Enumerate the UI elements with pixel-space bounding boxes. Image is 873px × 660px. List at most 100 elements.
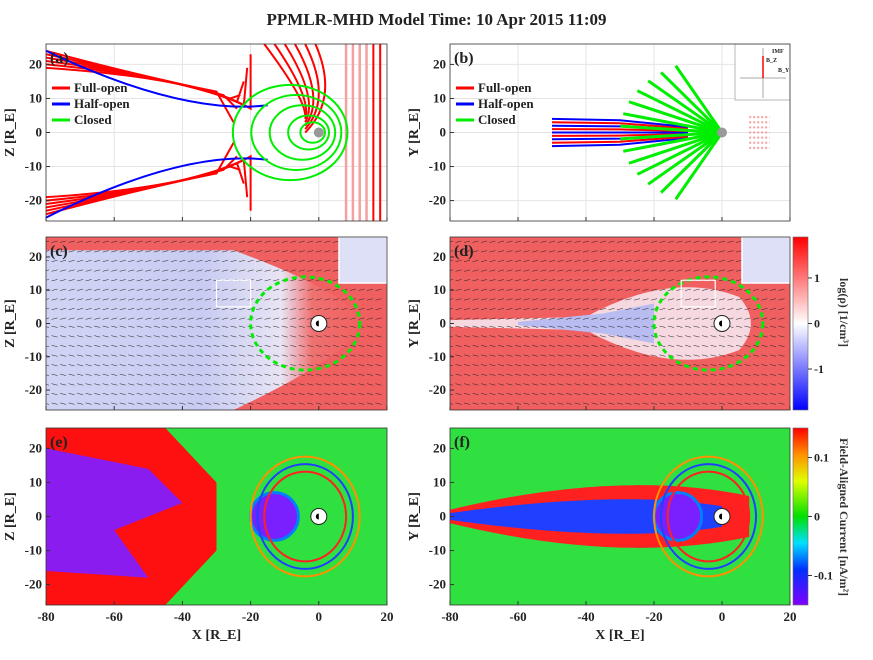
flow-vector — [153, 402, 160, 405]
flow-vector — [298, 373, 305, 376]
flow-vector — [514, 335, 522, 338]
flow-vector — [341, 298, 348, 301]
flow-vector — [497, 325, 505, 328]
flow-vector — [616, 325, 624, 328]
flow-vector — [162, 393, 169, 396]
flow-vector — [315, 269, 322, 272]
flow-vector — [341, 325, 348, 328]
y-tick-label: 0 — [36, 509, 43, 524]
flow-vector — [298, 354, 305, 357]
flow-vector — [548, 259, 556, 262]
flow-vector — [769, 288, 777, 291]
y-axis-label: Y [R_E] — [407, 492, 422, 541]
flow-vector — [667, 335, 675, 338]
flow-vector — [102, 383, 109, 386]
flow-vector — [349, 325, 356, 328]
flow-vector — [77, 279, 84, 282]
flow-vector — [307, 364, 314, 367]
flow-vector — [565, 354, 573, 357]
panel-f: -80 -60 -40 -20 0 20 -20 -10 0 10 20 (f) Y [R_E] X [R… — [407, 427, 797, 643]
flow-vector — [450, 364, 454, 367]
flow-vector — [540, 308, 547, 311]
x-tick-label: -80 — [441, 609, 458, 624]
flow-vector — [51, 373, 58, 376]
flow-vector — [264, 308, 271, 311]
flow-vector — [761, 402, 768, 405]
flow-vector — [523, 240, 530, 243]
flow-vector — [480, 308, 488, 311]
flow-vector — [315, 402, 322, 405]
x-tick-label: 20 — [784, 609, 797, 624]
flow-vector — [375, 354, 382, 357]
closed-line — [660, 131, 724, 194]
flow-vector — [497, 279, 505, 282]
flow-vector — [463, 325, 471, 328]
flow-vector — [718, 402, 726, 405]
flow-vector — [480, 259, 488, 262]
flow-vector — [307, 335, 314, 338]
flow-vector — [565, 308, 573, 311]
flow-vector — [46, 326, 50, 328]
flow-vector — [574, 308, 581, 311]
flow-vector — [489, 259, 496, 262]
flow-vector — [523, 354, 530, 357]
flow-vector — [616, 259, 624, 262]
flow-vector — [366, 402, 374, 405]
flow-vector — [298, 317, 305, 320]
flow-vector — [557, 344, 564, 347]
colorbar-tick-label: -1 — [814, 362, 824, 376]
bow-shock-current — [263, 470, 348, 563]
flow-vector — [85, 240, 92, 243]
flow-vector — [85, 335, 92, 338]
flow-vector — [463, 240, 471, 243]
closed-line — [299, 121, 326, 144]
flow-vector — [667, 308, 675, 311]
flow-vector — [455, 354, 462, 357]
flow-vector — [46, 250, 50, 252]
flow-vector — [264, 325, 271, 328]
flow-vector — [119, 354, 126, 357]
y-tick-label: 0 — [440, 316, 447, 331]
flow-vector — [778, 308, 785, 311]
earth-icon — [717, 127, 727, 138]
flow-vector — [204, 250, 212, 253]
flow-vector — [531, 354, 539, 357]
flow-vector — [463, 269, 471, 272]
flow-vector — [523, 335, 530, 338]
flow-vector — [51, 344, 58, 347]
flow-vector — [650, 240, 658, 243]
flow-vector — [718, 250, 726, 253]
flow-vector — [710, 402, 717, 405]
flow-vector — [230, 288, 237, 291]
flow-vector — [676, 335, 683, 338]
current-colorbar-label: Field-Aligned Current [nA/m²] — [837, 438, 851, 597]
x-tick-label: 0 — [316, 609, 323, 624]
flow-vector — [659, 269, 666, 272]
flow-vector — [650, 298, 658, 301]
flow-vector — [102, 250, 109, 253]
flow-vector — [179, 354, 186, 357]
flow-vector — [463, 383, 471, 386]
flow-vector — [94, 288, 101, 291]
flow-vector — [273, 354, 280, 357]
flow-vector — [153, 250, 160, 253]
flow-vector — [366, 373, 374, 376]
flow-vector — [68, 250, 75, 253]
flow-vector — [170, 373, 177, 376]
flow-vector — [548, 393, 556, 396]
flow-vector — [128, 250, 135, 253]
flow-vector — [489, 383, 496, 386]
flow-vector — [298, 402, 305, 405]
flow-vector — [153, 240, 160, 243]
flow-vector — [256, 279, 263, 282]
full-open-line — [294, 44, 315, 127]
flow-vector — [735, 325, 743, 328]
flow-vector — [281, 373, 288, 376]
flow-vector — [548, 344, 556, 347]
flow-vector — [179, 240, 186, 243]
flow-vector — [162, 354, 169, 357]
closed-line — [628, 131, 723, 165]
flow-vector — [46, 345, 50, 347]
flow-vector — [727, 308, 734, 311]
flow-vector — [119, 279, 126, 282]
